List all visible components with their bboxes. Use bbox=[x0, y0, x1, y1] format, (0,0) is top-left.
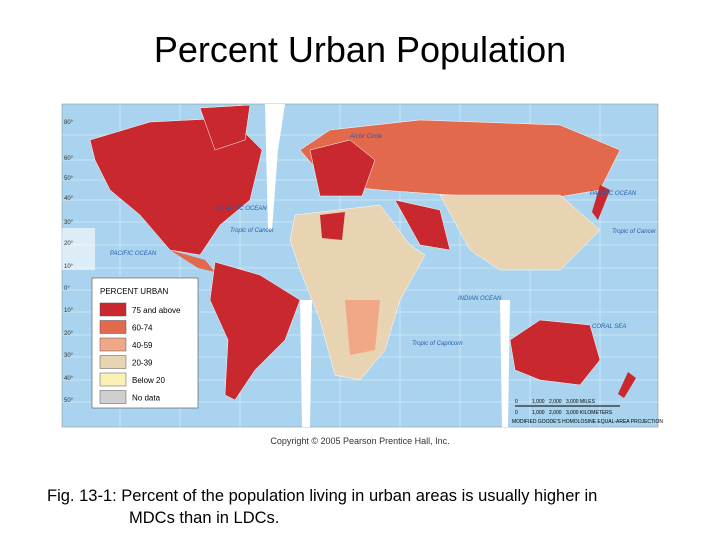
latitude-label: 40° bbox=[64, 376, 74, 382]
interruption bbox=[265, 104, 285, 230]
latitude-label: 50° bbox=[64, 176, 74, 182]
map-label: CORAL SEA bbox=[592, 324, 626, 330]
inset-frame bbox=[62, 228, 95, 270]
legend-swatch bbox=[99, 320, 127, 334]
legend-label: 60-74 bbox=[132, 324, 153, 333]
scale-label: 0 bbox=[515, 399, 518, 405]
latitude-label: 80° bbox=[64, 120, 74, 126]
map-label: Tropic of Cancer bbox=[612, 229, 657, 235]
title: Percent Urban Population bbox=[154, 29, 566, 70]
legend-swatch bbox=[99, 372, 127, 387]
japan bbox=[592, 185, 610, 220]
legend-swatch bbox=[99, 390, 127, 404]
greenland bbox=[199, 104, 251, 151]
legend-swatch bbox=[99, 337, 127, 352]
legend-swatch bbox=[99, 355, 127, 369]
australia bbox=[509, 319, 601, 386]
scale-label: 2,000 bbox=[549, 410, 562, 416]
latitude-label: 10° bbox=[64, 308, 74, 314]
legend: PERCENT URBAN 75 and above 60-74 40-59 20-3… bbox=[91, 277, 199, 409]
scale-label: 1,000 bbox=[532, 410, 545, 416]
map-label: ATLANTIC OCEAN bbox=[214, 206, 267, 212]
legend-label: 20-39 bbox=[132, 359, 153, 368]
libya bbox=[320, 212, 345, 240]
map: Arctic Circle ATLANTIC OCEAN PACIFIC OCE… bbox=[61, 103, 663, 428]
latitude-label: 10° bbox=[64, 264, 74, 270]
legend-title: PERCENT URBAN bbox=[100, 287, 169, 296]
map-label: Tropic of Cancer bbox=[230, 228, 275, 234]
map-label: Arctic Circle bbox=[349, 134, 383, 140]
map-label: PACIFIC OCEAN bbox=[590, 191, 637, 197]
map-label: Tropic of Capricorn bbox=[412, 341, 463, 347]
latitude-labels: 80° 60° 50° 40° 30° 20° 10° 0° 10° 20° 30° 40° 50° bbox=[64, 120, 74, 404]
latitude-label: 40° bbox=[64, 196, 74, 202]
legend-label: 40-59 bbox=[132, 341, 153, 350]
europe bbox=[309, 139, 376, 197]
scale-label: 2,000 bbox=[549, 399, 562, 405]
caption-line: MDCs than in LDCs. bbox=[129, 509, 279, 527]
scale-label: 1,000 bbox=[532, 399, 545, 405]
map-label: INDIAN OCEAN bbox=[458, 296, 502, 302]
legend-label: 75 and above bbox=[132, 306, 181, 315]
latitude-label: 0° bbox=[64, 286, 70, 292]
asia bbox=[439, 194, 601, 271]
latitude-label: 50° bbox=[64, 398, 74, 404]
africa bbox=[289, 204, 426, 381]
caption-line: Fig. 13-1: Percent of the population liv… bbox=[47, 487, 597, 505]
scale-label: 0 bbox=[515, 410, 518, 416]
copyright: Copyright © 2005 Pearson Prentice Hall, … bbox=[270, 436, 449, 446]
scale-label: 3,000 KILOMETERS bbox=[566, 410, 613, 416]
projection: MODIFIED GOODE'S HOMOLOSINE EQUAL-AREA P… bbox=[512, 419, 663, 425]
interruption bbox=[300, 300, 312, 427]
legend-label: No data bbox=[132, 394, 161, 403]
latitude-label: 60° bbox=[64, 156, 74, 162]
south-america bbox=[209, 261, 301, 401]
scale-label: 3,000 MILES bbox=[566, 399, 596, 405]
scale-bar: 0 1,000 2,000 3,000 MILES 0 1,000 2,000 3,000 K… bbox=[515, 399, 620, 416]
new-zealand bbox=[618, 372, 636, 398]
central-america bbox=[170, 250, 215, 272]
southern-africa bbox=[345, 300, 380, 355]
interruption bbox=[500, 300, 510, 427]
legend-swatch bbox=[99, 302, 127, 317]
legend-label: Below 20 bbox=[132, 376, 165, 385]
arabia bbox=[394, 199, 451, 251]
latitude-label: 30° bbox=[64, 353, 74, 359]
latitude-label: 30° bbox=[64, 220, 74, 226]
map-label: PACIFIC OCEAN bbox=[110, 251, 157, 257]
latitude-label: 20° bbox=[64, 241, 74, 247]
latitude-label: 20° bbox=[64, 331, 74, 337]
